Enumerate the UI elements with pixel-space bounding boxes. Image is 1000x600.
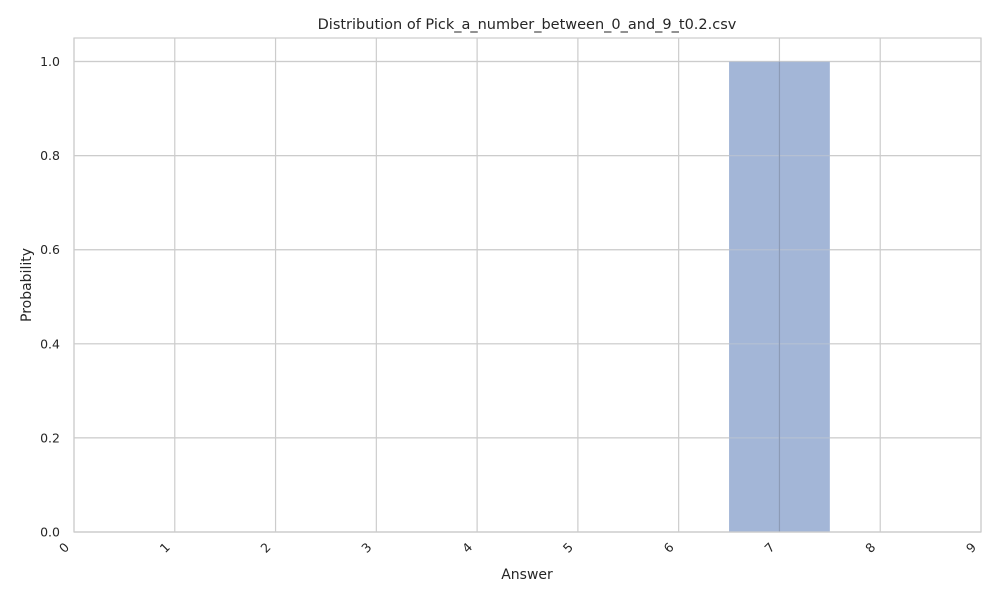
x-tick-label: 2: [257, 540, 273, 556]
x-tick-label: 0: [56, 539, 72, 555]
plot-frame: [73, 37, 982, 533]
y-tick-label: 0.4: [40, 336, 60, 351]
x-tick-label: 8: [862, 539, 878, 555]
x-tick-label: 9: [963, 539, 979, 555]
y-axis-label: Probability: [19, 248, 35, 322]
x-axis-label: Answer: [501, 567, 553, 583]
y-tick-label: 1.0: [40, 54, 60, 69]
x-tick-labels: 0 1 2 3 4 5 6 7 8 9: [56, 539, 979, 555]
x-tick-label: 4: [459, 539, 475, 555]
y-tick-label: 0.6: [40, 242, 60, 257]
y-tick-label: 0.0: [40, 525, 60, 540]
x-tick-label: 5: [560, 540, 576, 556]
plot-background: [74, 38, 981, 532]
y-tick-label: 0.8: [40, 148, 60, 163]
chart-title: Distribution of Pick_a_number_between_0_…: [318, 17, 737, 33]
x-tick-label: 3: [358, 540, 374, 556]
y-tick-label: 0.2: [40, 430, 60, 445]
x-tick-label: 6: [661, 539, 677, 555]
x-tick-label: 7: [761, 540, 777, 556]
y-tick-labels: 0.0 0.2 0.4 0.6 0.8 1.0: [40, 54, 60, 539]
grid-overlay: [74, 60, 981, 533]
x-tick-label: 1: [157, 540, 173, 556]
